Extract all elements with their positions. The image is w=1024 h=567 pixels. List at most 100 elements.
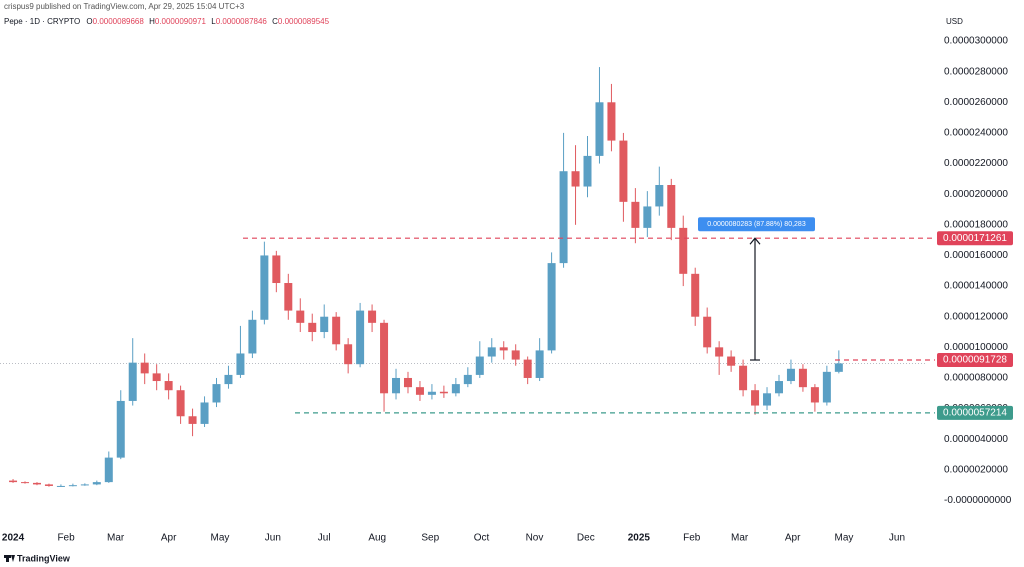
x-tick-label: Oct xyxy=(474,533,490,544)
candle-body xyxy=(308,322,317,333)
candle-body xyxy=(655,185,664,207)
level-tag xyxy=(937,405,1013,420)
candle-body xyxy=(32,482,41,485)
candle-body xyxy=(727,356,736,366)
level-label: 0.0000171261 xyxy=(943,233,1007,244)
candle-body xyxy=(44,484,53,486)
brand: TradingView xyxy=(17,553,71,563)
x-tick-label: Aug xyxy=(368,533,386,544)
y-tick-label: 0.0000240000 xyxy=(944,128,1008,139)
x-tick-label: 2024 xyxy=(2,533,25,544)
y-tick-label: 0.0000180000 xyxy=(944,219,1008,230)
candle-body xyxy=(715,347,724,357)
candle-body xyxy=(380,322,389,394)
y-tick-label: 0.0000140000 xyxy=(944,281,1008,292)
candle-body xyxy=(427,391,436,395)
ohlc-key: L xyxy=(211,17,216,26)
candle-body xyxy=(667,185,676,228)
candle-body xyxy=(415,387,424,395)
ohlc-key: O xyxy=(86,17,92,26)
ohlc-key: C xyxy=(272,17,278,26)
y-tick-label: 0.0000260000 xyxy=(944,97,1008,108)
candle-body xyxy=(439,391,448,394)
candle-body xyxy=(284,283,293,311)
ohlc-value: 0.0000089545 xyxy=(278,17,330,26)
y-tick-label: 0.0000020000 xyxy=(944,465,1008,476)
ohlc-value: 0.0000090971 xyxy=(155,17,207,26)
candle-body xyxy=(236,353,245,375)
x-tick-label: Feb xyxy=(57,533,75,544)
candle-body xyxy=(643,206,652,228)
candle-body xyxy=(511,350,520,360)
x-tick-label: Jun xyxy=(265,533,281,544)
candle-body xyxy=(463,374,472,385)
candle-body xyxy=(9,480,18,483)
level-label: 0.0000091728 xyxy=(943,355,1007,366)
x-tick-label: Mar xyxy=(107,533,125,544)
y-tick-label: 0.0000280000 xyxy=(944,66,1008,77)
x-tick-label: 2025 xyxy=(628,533,651,544)
candle-body xyxy=(822,371,831,403)
candle-body xyxy=(56,485,65,487)
symbol: Pepe · 1D · CRYPTO xyxy=(4,17,80,26)
candle-body xyxy=(774,381,783,394)
candle-body xyxy=(344,344,353,365)
candle-body xyxy=(739,365,748,391)
candle-body xyxy=(224,374,233,385)
level-label: 0.0000057214 xyxy=(943,408,1007,419)
currency: USD xyxy=(946,17,963,26)
candle-body xyxy=(798,368,807,388)
x-tick-label: Nov xyxy=(526,533,544,544)
candle-body xyxy=(810,387,819,403)
candle-body xyxy=(595,102,604,156)
candle-body xyxy=(392,377,401,394)
candle-body xyxy=(535,350,544,378)
candle-body xyxy=(619,140,628,202)
candle-body xyxy=(212,384,221,403)
candle-body xyxy=(92,482,101,485)
level-tag xyxy=(937,231,1013,246)
candle-body xyxy=(260,255,269,320)
candle-body xyxy=(152,373,161,382)
candle-body xyxy=(176,390,185,417)
candle-body xyxy=(116,400,125,458)
y-tick-label: 0.0000200000 xyxy=(944,189,1008,200)
y-tick-label: 0.0000120000 xyxy=(944,311,1008,322)
candle-body xyxy=(631,201,640,228)
x-tick-label: Feb xyxy=(683,533,701,544)
candle-body xyxy=(128,362,137,401)
candle-body xyxy=(834,363,843,372)
candle-body xyxy=(571,171,580,187)
candle-body xyxy=(356,310,365,365)
x-tick-label: Dec xyxy=(577,533,595,544)
candle-body xyxy=(607,102,616,141)
x-tick-label: Apr xyxy=(785,533,801,544)
candle-body xyxy=(200,402,209,424)
candle-body xyxy=(559,171,568,264)
candle-body xyxy=(21,482,30,484)
x-tick-label: Jun xyxy=(889,533,905,544)
y-tick-label: 0.0000220000 xyxy=(944,158,1008,169)
y-tick-label: 0.0000080000 xyxy=(944,373,1008,384)
candle-body xyxy=(248,319,257,354)
candle-body xyxy=(368,310,377,323)
y-tick-label: 0.0000040000 xyxy=(944,434,1008,445)
candle-body xyxy=(68,485,77,487)
published-note: crispus9 published on TradingView.com, A… xyxy=(4,2,245,11)
x-tick-label: Jul xyxy=(318,533,331,544)
ohlc-value: 0.0000087846 xyxy=(216,17,268,26)
candle-body xyxy=(403,377,412,388)
candle-body xyxy=(296,310,305,323)
brand-logo xyxy=(4,555,15,562)
candle-body xyxy=(547,263,556,351)
y-tick-label: 0.0000300000 xyxy=(944,36,1008,47)
candle-body xyxy=(332,316,341,345)
candle-body xyxy=(487,347,496,357)
candle-body xyxy=(140,362,149,374)
x-tick-label: Apr xyxy=(161,533,177,544)
candle-body xyxy=(523,359,532,378)
candle-body xyxy=(80,484,89,486)
ohlc-key: H xyxy=(149,17,155,26)
candle-body xyxy=(104,457,113,483)
candle-body xyxy=(583,155,592,187)
